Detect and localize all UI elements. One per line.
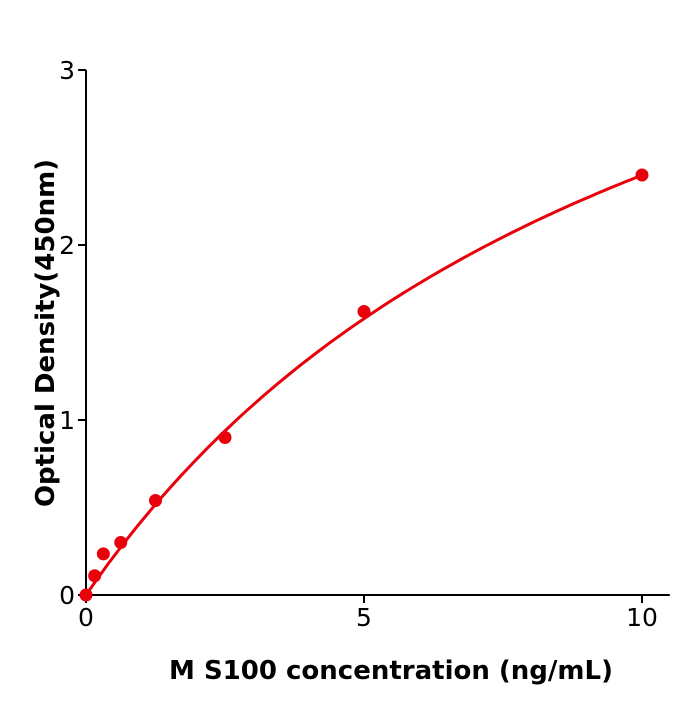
x-tick-label: 10 <box>626 603 658 632</box>
y-tick-label: 3 <box>59 56 75 85</box>
x-tick-label: 5 <box>356 603 372 632</box>
data-points <box>79 168 649 602</box>
data-point <box>218 431 232 444</box>
data-point <box>635 168 649 182</box>
y-tick-label: 2 <box>59 231 75 260</box>
data-point <box>79 588 93 602</box>
data-point <box>357 305 371 318</box>
x-axis-label: M S100 concentration (ng/mL) <box>169 656 613 686</box>
fit-curve <box>84 173 643 596</box>
data-point <box>149 494 162 507</box>
data-point <box>114 536 128 549</box>
axes: 0 5 10 0 1 2 3 <box>59 56 670 632</box>
y-axis-label: Optical Density(450nm) <box>31 159 61 507</box>
y-tick-label: 0 <box>59 581 75 610</box>
y-tick-label: 1 <box>59 406 75 435</box>
x-tick-label: 0 <box>78 603 94 632</box>
data-point <box>88 569 102 583</box>
data-point <box>96 547 110 561</box>
